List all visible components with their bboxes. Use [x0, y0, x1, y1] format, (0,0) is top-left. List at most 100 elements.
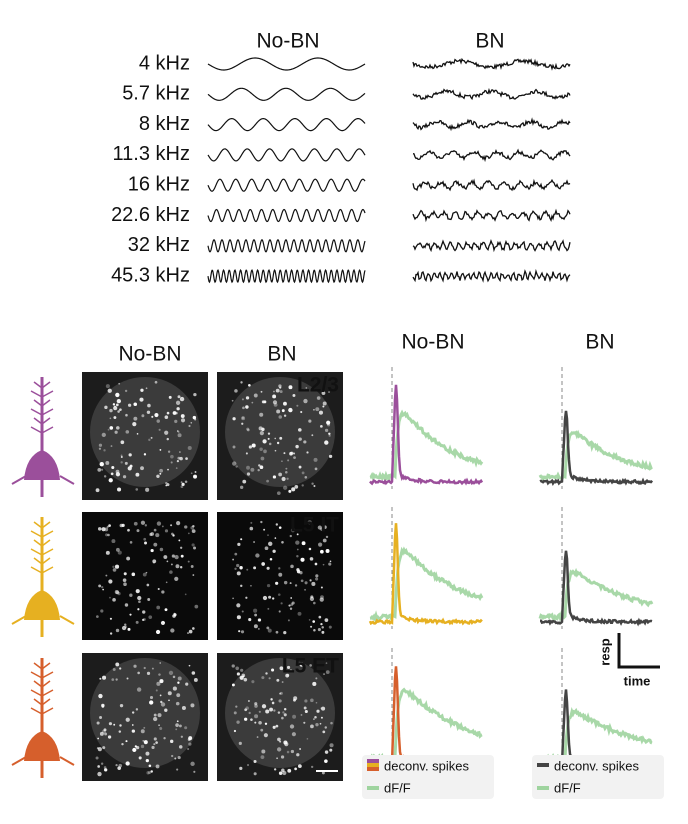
- branch: [30, 426, 43, 434]
- tone-wave: [207, 238, 366, 253]
- cell: [276, 757, 279, 760]
- cell: [245, 596, 248, 599]
- cell: [176, 720, 179, 723]
- cell: [261, 676, 265, 680]
- cell: [175, 564, 180, 569]
- cell: [192, 574, 195, 576]
- cell: [159, 448, 162, 451]
- cell: [146, 410, 151, 415]
- soma: [24, 590, 60, 620]
- branch: [30, 566, 43, 574]
- cell: [238, 630, 241, 633]
- image-glow: [90, 658, 200, 768]
- two-photon-image: [217, 512, 343, 640]
- cell: [241, 422, 244, 425]
- cell: [245, 405, 249, 409]
- cell: [308, 547, 312, 551]
- cell: [163, 555, 168, 559]
- cell: [322, 563, 325, 566]
- cell: [113, 723, 116, 726]
- cell: [267, 432, 271, 435]
- cell: [174, 576, 179, 582]
- cell: [315, 407, 320, 412]
- cell: [279, 386, 282, 389]
- cell: [231, 683, 235, 687]
- cell: [253, 541, 255, 543]
- cell: [161, 590, 165, 594]
- cell: [231, 664, 235, 668]
- cell: [115, 547, 120, 552]
- cell: [160, 700, 163, 704]
- cell: [311, 434, 314, 437]
- cell: [101, 468, 104, 471]
- cell: [259, 447, 263, 451]
- cell: [102, 675, 107, 680]
- cell: [142, 610, 146, 614]
- cell: [167, 468, 169, 471]
- cell: [185, 682, 189, 686]
- cell: [246, 568, 249, 571]
- cell: [264, 546, 269, 551]
- cell: [129, 613, 132, 616]
- cell: [324, 759, 328, 763]
- cell: [250, 584, 252, 587]
- cell: [268, 595, 272, 599]
- cell: [283, 708, 287, 711]
- cell: [164, 529, 169, 533]
- cell: [276, 441, 280, 445]
- cell: [290, 597, 293, 599]
- branch: [41, 530, 54, 538]
- cell: [309, 664, 312, 667]
- cell: [103, 728, 107, 732]
- cell: [283, 740, 288, 745]
- cell: [311, 581, 316, 586]
- cell: [322, 538, 327, 543]
- cell: [192, 524, 195, 528]
- cell: [159, 472, 162, 475]
- cell: [290, 603, 294, 606]
- branch: [41, 521, 51, 529]
- imaging-header: No-BN: [118, 343, 181, 366]
- cell: [293, 456, 296, 460]
- layer-label: L5 ET: [282, 655, 339, 678]
- cell: [301, 541, 306, 546]
- stimulus-header: BN: [475, 30, 504, 53]
- cell: [119, 724, 122, 727]
- cell: [109, 617, 113, 620]
- cell: [278, 771, 283, 776]
- cell: [187, 632, 189, 634]
- cell: [314, 716, 317, 719]
- branch: [30, 671, 43, 679]
- cell: [155, 741, 158, 744]
- cell: [246, 472, 251, 476]
- cell: [175, 728, 178, 731]
- cell: [98, 447, 102, 450]
- cell: [232, 558, 235, 561]
- cell: [190, 703, 195, 708]
- dff-trace: [538, 429, 653, 483]
- cell: [145, 571, 148, 574]
- cell: [110, 472, 114, 476]
- cell: [119, 408, 122, 412]
- cell: [263, 733, 268, 738]
- cell: [152, 559, 157, 564]
- cell: [146, 583, 150, 587]
- cell: [296, 548, 299, 551]
- cell: [314, 467, 318, 471]
- cell: [140, 466, 144, 471]
- cell: [245, 396, 250, 400]
- cell: [278, 572, 283, 577]
- cell: [184, 593, 187, 596]
- cell: [281, 460, 283, 463]
- cell: [279, 740, 282, 743]
- cell: [153, 713, 157, 717]
- cell: [289, 669, 293, 672]
- dff-trace: [538, 567, 654, 624]
- cell: [172, 614, 176, 618]
- cell: [234, 567, 237, 570]
- cell: [279, 666, 284, 671]
- cell: [267, 534, 269, 537]
- cell: [180, 481, 183, 484]
- cell: [110, 445, 113, 448]
- legend-box: [362, 755, 494, 799]
